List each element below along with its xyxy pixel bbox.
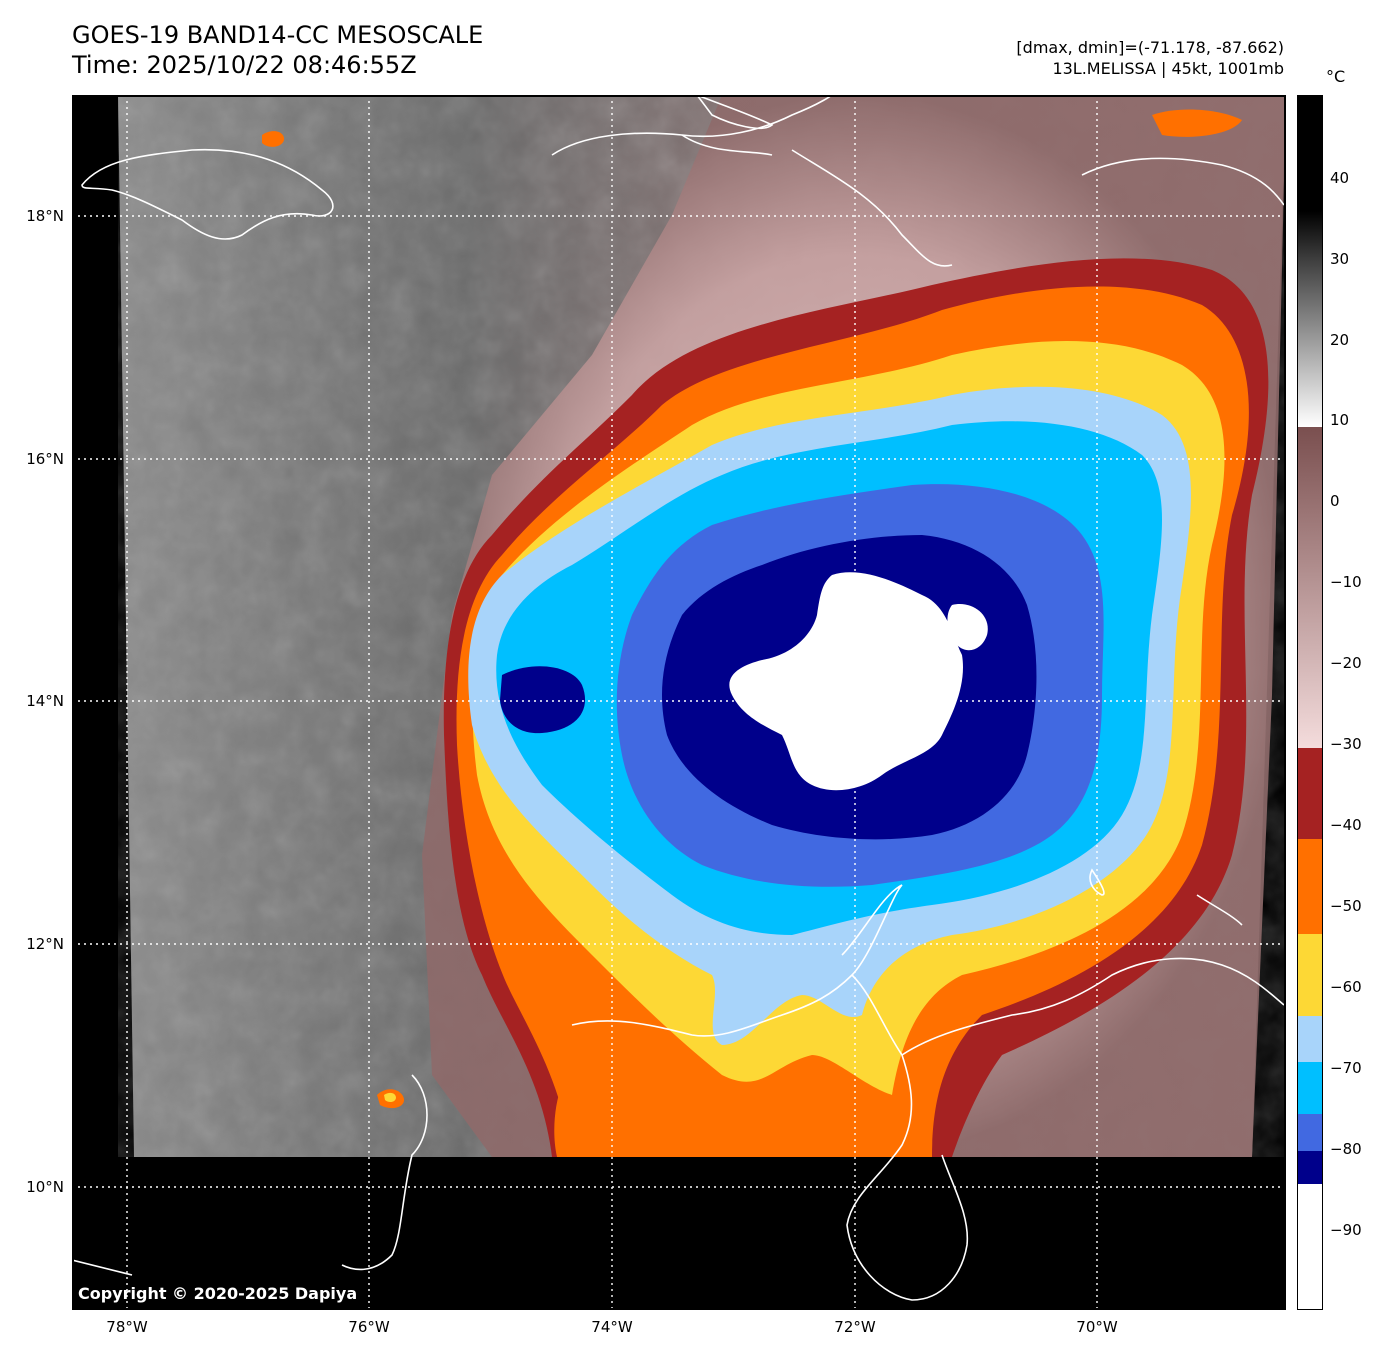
- lon-label-70w: 70°W: [1076, 1318, 1118, 1336]
- lon-label-76w: 76°W: [348, 1318, 390, 1336]
- colorbar-label-minus50: −50: [1330, 897, 1362, 915]
- colorbar-warm-section: [1297, 427, 1323, 748]
- lat-label-12n: 12°N: [26, 935, 64, 953]
- colorbar-label-minus60: −60: [1330, 978, 1362, 996]
- title-line-2: Time: 2025/10/22 08:46:55Z: [72, 51, 417, 79]
- info-box: [dmax, dmin]=(-71.178, -87.662) 13L.MELI…: [1016, 37, 1284, 79]
- coldest-cloud-tops: [729, 572, 963, 791]
- colorbar-band-orange: [1297, 839, 1323, 934]
- colorbar-band-yellow: [1297, 934, 1323, 1016]
- copyright-text: Copyright © 2020-2025 Dapiya: [78, 1284, 358, 1303]
- title-line-1: GOES-19 BAND14-CC MESOSCALE: [72, 21, 484, 49]
- colorbar-label-0: 0: [1330, 492, 1340, 510]
- colorbar-label-30: 30: [1330, 250, 1350, 268]
- convective-cell-4: [1152, 109, 1242, 137]
- colorbar-unit: °C: [1326, 67, 1346, 86]
- colorbar-label-10: 10: [1330, 411, 1350, 429]
- colorbar-gray-section: [1297, 95, 1323, 427]
- colorbar-label-minus90: −90: [1330, 1221, 1362, 1239]
- graticule: [72, 95, 1286, 1310]
- lon-label-78w: 78°W: [106, 1318, 148, 1336]
- colorbar-band-lightblue: [1297, 1016, 1323, 1062]
- colorbar-label-minus10: −10: [1330, 573, 1362, 591]
- southern-convection: [554, 1072, 620, 1157]
- coastlines: [72, 95, 1285, 1301]
- colorbar-label-40: 40: [1330, 169, 1350, 187]
- colorbar-label-minus80: −80: [1330, 1140, 1362, 1158]
- convective-cell-1: [262, 131, 285, 147]
- convective-cell-3: [384, 1092, 396, 1103]
- map-frame: [72, 95, 1286, 1310]
- satellite-map: [72, 95, 1286, 1310]
- colorbar: [1297, 95, 1323, 1310]
- lat-label-16n: 16°N: [26, 450, 64, 468]
- data-range-text: [dmax, dmin]=(-71.178, -87.662): [1016, 38, 1284, 57]
- chart-title: GOES-19 BAND14-CC MESOSCALE Time: 2025/1…: [72, 20, 483, 80]
- colorbar-band-skyblue: [1297, 1062, 1323, 1114]
- colorbar-label-minus30: −30: [1330, 735, 1362, 753]
- colorbar-band-white: [1297, 1184, 1323, 1310]
- lat-label-14n: 14°N: [26, 692, 64, 710]
- storm-info-text: 13L.MELISSA | 45kt, 1001mb: [1052, 59, 1284, 78]
- colorbar-band-royalblue: [1297, 1114, 1323, 1151]
- lat-label-18n: 18°N: [26, 207, 64, 225]
- colorbar-band-navy: [1297, 1151, 1323, 1184]
- colorbar-label-minus20: −20: [1330, 654, 1362, 672]
- colorbar-label-20: 20: [1330, 331, 1350, 349]
- colorbar-band-brick: [1297, 748, 1323, 839]
- lon-label-72w: 72°W: [834, 1318, 876, 1336]
- lat-label-10n: 10°N: [26, 1178, 64, 1196]
- coldest-cloud-fragment: [947, 604, 988, 651]
- lon-label-74w: 74°W: [591, 1318, 633, 1336]
- colorbar-frame: [1297, 95, 1323, 1310]
- western-cold-pocket: [500, 666, 586, 734]
- colorbar-label-minus40: −40: [1330, 816, 1362, 834]
- colorbar-label-minus70: −70: [1330, 1059, 1362, 1077]
